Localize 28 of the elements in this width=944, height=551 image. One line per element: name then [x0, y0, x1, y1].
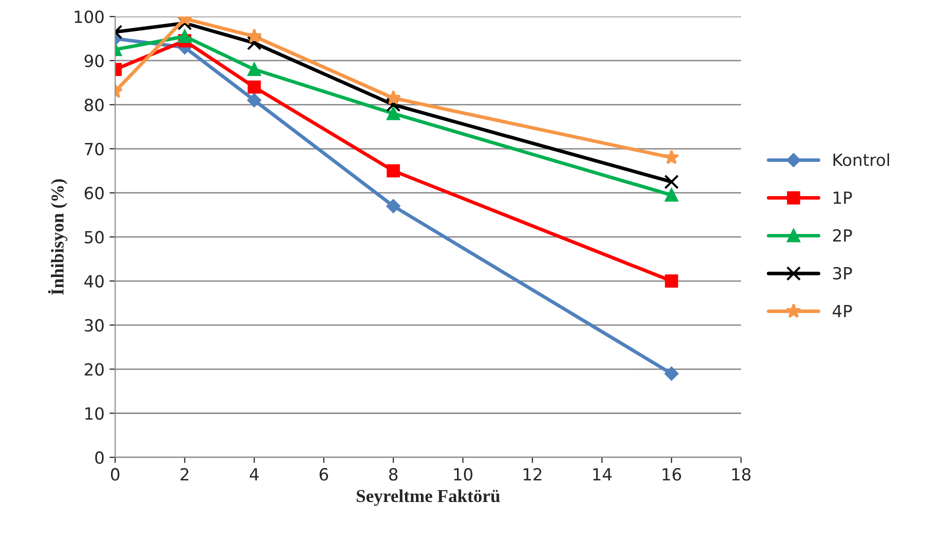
x-tick-label: 4: [250, 468, 259, 480]
x-tick-label: 6: [320, 468, 328, 481]
y-tick-label: 60: [84, 186, 104, 200]
legend-label: 2P: [833, 229, 852, 242]
x-axis-title: Seyreltme Faktörü: [356, 489, 500, 506]
legend-label: 3P: [833, 266, 852, 280]
x-tick-label: 2: [180, 468, 188, 480]
x-tick-label: 18: [732, 468, 751, 481]
legend-label: Kontrol: [834, 153, 890, 166]
x-tick-label: 8: [389, 468, 398, 481]
y-tick-label: 70: [84, 142, 104, 156]
y-tick-label: 90: [84, 54, 104, 68]
x-tick-label: 10: [454, 468, 472, 481]
y-tick-label: 80: [84, 98, 104, 112]
legend-label: 4P: [832, 304, 852, 318]
x-tick-label: 14: [593, 468, 612, 480]
y-tick-label: 20: [84, 363, 104, 376]
y-tick-label: 40: [84, 274, 104, 288]
legend-label: 1P: [834, 192, 852, 204]
y-tick-label: 10: [85, 407, 104, 420]
x-tick-label: 16: [662, 468, 682, 481]
y-axis-title: İnhibisyon (%): [48, 179, 68, 295]
x-tick-label: 0: [110, 468, 120, 481]
y-tick-label: 100: [74, 10, 104, 24]
x-tick-label: 12: [524, 468, 542, 480]
y-tick-label: 0: [95, 451, 104, 464]
y-tick-label: 50: [84, 230, 104, 244]
y-tick-label: 30: [84, 319, 104, 332]
